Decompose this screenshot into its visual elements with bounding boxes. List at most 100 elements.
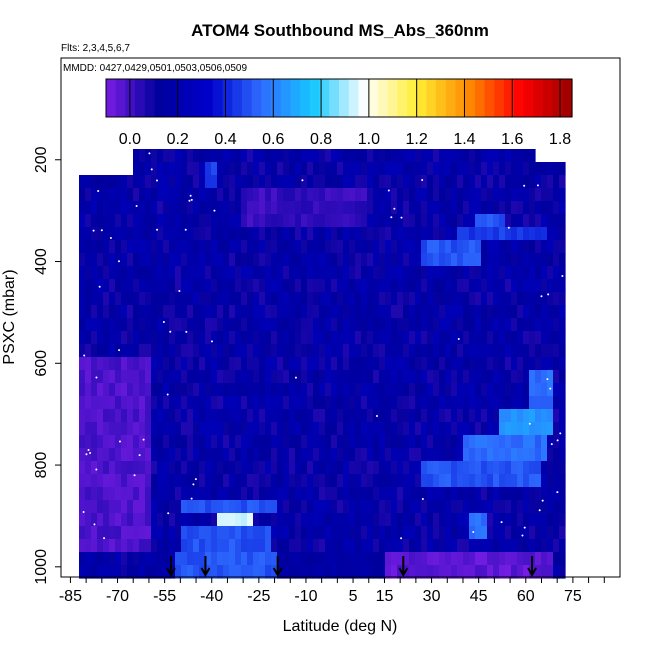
heatmap-cell [271, 227, 278, 241]
heatmap-cell [283, 188, 290, 202]
heatmap-cell [505, 487, 512, 501]
heatmap-cell [427, 279, 434, 293]
heatmap-cell [415, 227, 422, 241]
heatmap-cell [343, 305, 350, 319]
heatmap-cell [475, 266, 482, 280]
heatmap-cell [457, 162, 464, 176]
heatmap-cell [415, 292, 422, 306]
heatmap-cell [301, 253, 308, 267]
heatmap-cell [151, 357, 158, 371]
heatmap-cell [457, 292, 464, 306]
heatmap-cell [499, 435, 506, 449]
heatmap-cell [247, 149, 254, 163]
heatmap-cell [355, 279, 362, 293]
heatmap-cell [385, 526, 392, 540]
heatmap-cell [379, 188, 386, 202]
heatmap-cell [541, 513, 548, 527]
heatmap-cell [253, 149, 260, 163]
heatmap-cell [79, 383, 86, 397]
heatmap-cell [559, 175, 566, 189]
heatmap-cell [229, 279, 236, 293]
heatmap-cell [511, 240, 518, 254]
heatmap-cell [391, 292, 398, 306]
data-dot [294, 376, 297, 379]
data-dot [82, 511, 85, 514]
heatmap-cell [373, 227, 380, 241]
heatmap-cell [127, 201, 134, 215]
heatmap-cell [511, 500, 518, 514]
heatmap-cell [199, 461, 206, 475]
heatmap-cell [331, 305, 338, 319]
heatmap-cell [505, 344, 512, 358]
heatmap-cell [517, 175, 524, 189]
heatmap-cell [115, 188, 122, 202]
heatmap-cell [115, 526, 122, 540]
heatmap-cell [217, 344, 224, 358]
heatmap-cell [265, 383, 272, 397]
heatmap-cell [475, 214, 482, 228]
heatmap-cell [271, 435, 278, 449]
heatmap-cell [289, 162, 296, 176]
heatmap-cell [79, 435, 86, 449]
heatmap-cell [325, 409, 332, 423]
heatmap-cell [199, 149, 206, 163]
data-dot [100, 229, 103, 232]
heatmap-cell [337, 279, 344, 293]
heatmap-cell [289, 448, 296, 462]
data-dot [210, 340, 213, 343]
heatmap-cell [439, 201, 446, 215]
heatmap-cell [253, 188, 260, 202]
heatmap-cell [193, 357, 200, 371]
heatmap-cell [427, 357, 434, 371]
heatmap-cell [343, 422, 350, 436]
heatmap-cell [277, 162, 284, 176]
heatmap-cell [193, 175, 200, 189]
heatmap-cell [343, 292, 350, 306]
heatmap-cell [559, 292, 566, 306]
heatmap-cell [97, 396, 104, 410]
heatmap-cell [361, 422, 368, 436]
heatmap-cell [169, 149, 176, 163]
heatmap-cell [247, 539, 254, 553]
heatmap-cell [115, 240, 122, 254]
heatmap-cell [313, 344, 320, 358]
heatmap-cell [325, 149, 332, 163]
heatmap-cell [163, 448, 170, 462]
heatmap-cell [247, 253, 254, 267]
heatmap-cell [391, 383, 398, 397]
heatmap-cell [313, 162, 320, 176]
heatmap-cell [295, 344, 302, 358]
heatmap-cell [487, 513, 494, 527]
heatmap-cell [355, 370, 362, 384]
heatmap-cell [331, 253, 338, 267]
heatmap-cell [283, 396, 290, 410]
heatmap-cell [523, 188, 530, 202]
heatmap-cell [187, 513, 194, 527]
heatmap-cell [445, 370, 452, 384]
heatmap-cell [121, 552, 128, 566]
heatmap-cell [175, 435, 182, 449]
heatmap-cell [103, 487, 110, 501]
heatmap-cell [217, 409, 224, 423]
heatmap-cell [163, 240, 170, 254]
heatmap-cell [409, 474, 416, 488]
heatmap-cell [493, 292, 500, 306]
heatmap-cell [457, 396, 464, 410]
heatmap-cell [415, 396, 422, 410]
heatmap-cell [253, 370, 260, 384]
heatmap-cell [415, 240, 422, 254]
heatmap-cell [229, 513, 236, 527]
heatmap-cell [79, 266, 86, 280]
heatmap-cell [499, 513, 506, 527]
heatmap-cell [463, 461, 470, 475]
heatmap-cell [547, 435, 554, 449]
heatmap-cell [559, 201, 566, 215]
heatmap-cell [379, 357, 386, 371]
heatmap-cell [91, 448, 98, 462]
heatmap-cell [475, 370, 482, 384]
heatmap-cell [451, 539, 458, 553]
data-dot [375, 415, 378, 418]
heatmap-cell [427, 188, 434, 202]
heatmap-cell [373, 500, 380, 514]
heatmap-cell [193, 513, 200, 527]
